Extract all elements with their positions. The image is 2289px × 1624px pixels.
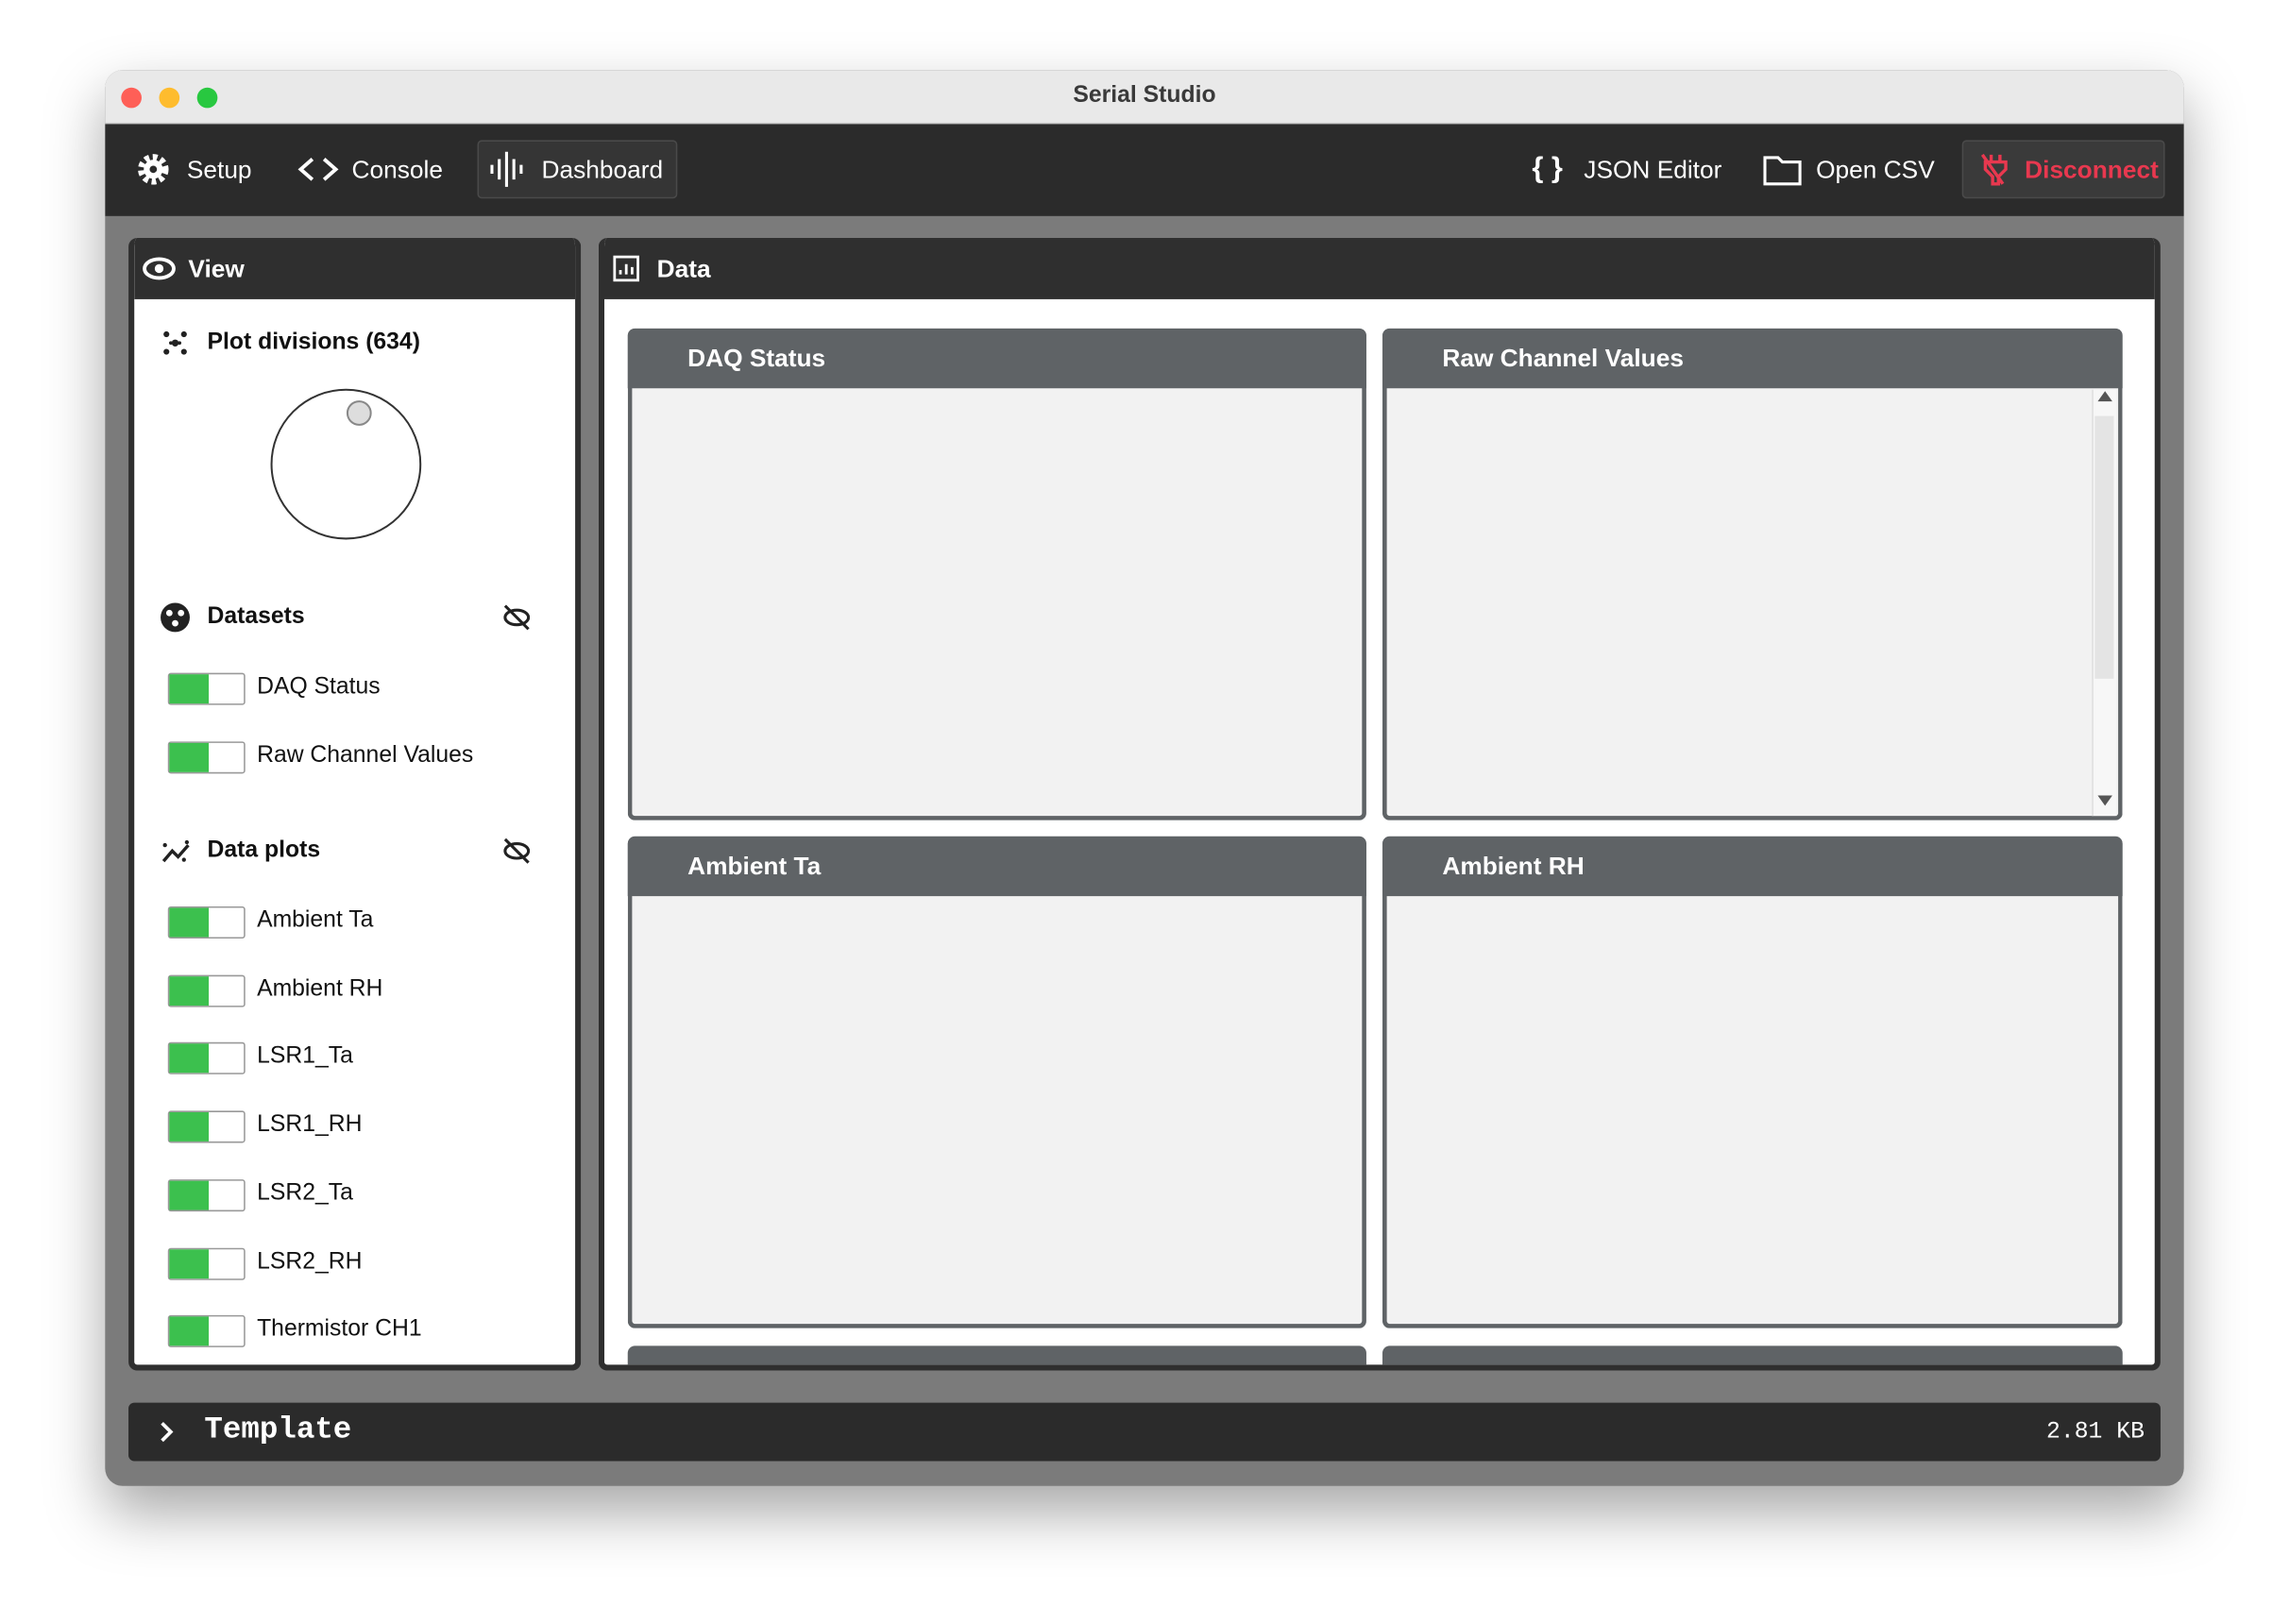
footer-size: 2.81 KB: [2046, 1418, 2145, 1446]
toggle-label: LSR1_Ta: [257, 1043, 353, 1070]
title-bar: [105, 70, 2184, 125]
toggle-on: [169, 1180, 210, 1210]
data-title: Data: [656, 255, 711, 283]
open-csv-button[interactable]: Open CSV: [1816, 156, 1935, 184]
window-title: Serial Studio: [1073, 83, 1216, 109]
toggle-label: LSR2_RH: [257, 1248, 363, 1274]
footer-title: Template: [204, 1413, 352, 1448]
chevron[interactable]: [152, 1416, 181, 1448]
card-header: [627, 328, 1366, 389]
data-plots-title: Data plots: [207, 837, 321, 863]
card-header: [1382, 836, 2123, 897]
footer-bar: [128, 1402, 2161, 1462]
dashboard-icon: [490, 151, 523, 187]
toggle-on: [169, 1316, 210, 1346]
plot-divisions-label: Plot divisions (634): [207, 330, 420, 355]
console-button[interactable]: Console: [351, 156, 443, 184]
toggle-on: [169, 975, 210, 1006]
toggle-label: Ambient RH: [257, 975, 383, 1002]
toggle-on: [169, 1043, 210, 1074]
toggle-label: LSR2_Ta: [257, 1180, 353, 1206]
json-editor-button[interactable]: JSON Editor: [1584, 156, 1722, 184]
datasets-title: Datasets: [207, 604, 305, 630]
toggle-on: [169, 1112, 210, 1142]
card-header: [1382, 328, 2123, 389]
card-title: DAQ Status: [687, 344, 826, 373]
scroll-down[interactable]: [2097, 795, 2112, 806]
card-title: Ambient RH: [1442, 852, 1585, 881]
zoom-button[interactable]: [196, 87, 218, 109]
card: [1382, 328, 2123, 820]
card: [627, 328, 1366, 820]
setup-button[interactable]: Setup: [186, 156, 252, 184]
toggle-label: Raw Channel Values: [257, 742, 474, 769]
toggle-on: [169, 674, 210, 704]
disconnect-highlight: [1961, 140, 2165, 199]
dashboard-highlight: [477, 140, 678, 199]
view-title: View: [188, 255, 245, 283]
card-header: [627, 836, 1366, 897]
disconnect-button[interactable]: Disconnect: [2025, 156, 2159, 184]
toggle-label: Thermistor CH1: [257, 1316, 422, 1342]
view-icons: [143, 257, 531, 864]
card-title: Ambient Ta: [687, 852, 822, 881]
minimize-button[interactable]: [159, 87, 180, 109]
scroll-up[interactable]: [2097, 391, 2112, 402]
card: [1382, 836, 2123, 1328]
console-icon: [297, 158, 339, 181]
toolbar: [105, 124, 2184, 216]
toggle-label: Ambient Ta: [257, 907, 374, 933]
folder-icon: [1763, 156, 1802, 186]
toggle-on: [169, 907, 210, 938]
knob[interactable]: [270, 388, 422, 540]
disconnect-icon: [1980, 153, 2008, 186]
view-header: [134, 237, 576, 299]
partial-card: [1382, 1345, 2123, 1365]
json-icon: { }: [1532, 150, 1563, 183]
toolbar-icons: { }: [138, 150, 2008, 187]
close-button[interactable]: [121, 87, 142, 109]
toggle-label: LSR1_RH: [257, 1112, 363, 1138]
toggle-on: [169, 742, 210, 772]
gear-icon: [138, 154, 169, 185]
data-header: [604, 237, 2155, 299]
partial-card: [627, 1345, 1366, 1365]
dashboard-button[interactable]: Dashboard: [541, 156, 664, 184]
card-title: Raw Channel Values: [1442, 344, 1684, 373]
scrollbar-thumb[interactable]: [2094, 415, 2114, 679]
toggle-on: [169, 1248, 210, 1278]
card: [627, 836, 1366, 1328]
toggle-label: DAQ Status: [257, 674, 381, 700]
